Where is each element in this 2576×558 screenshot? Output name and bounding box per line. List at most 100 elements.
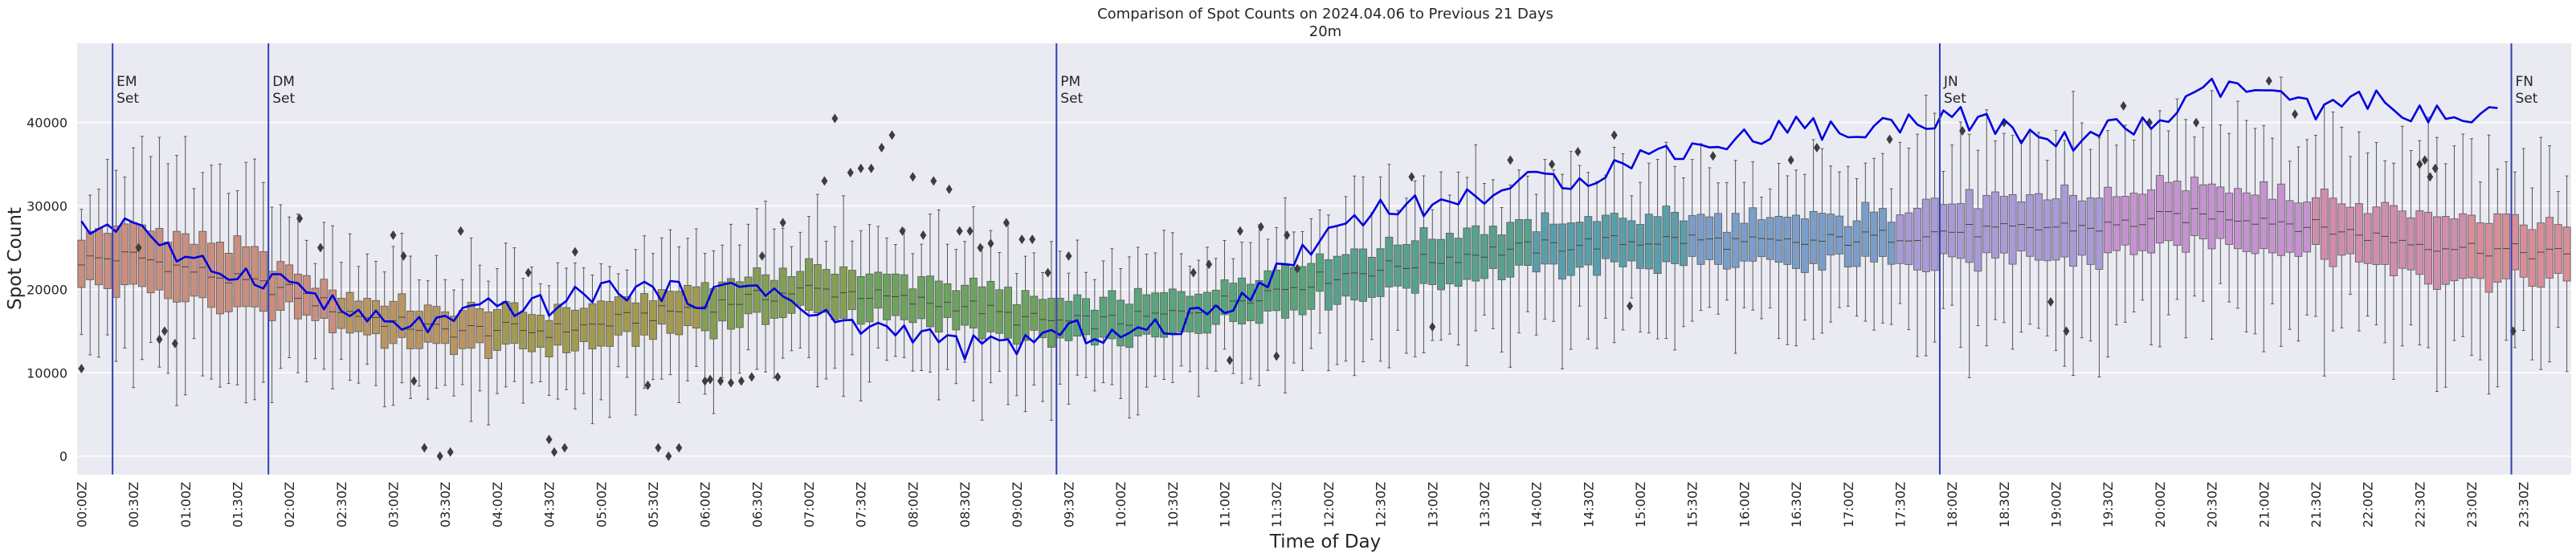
box xyxy=(1307,263,1316,310)
box xyxy=(883,273,891,320)
box xyxy=(1835,215,1843,255)
outlier-point xyxy=(977,242,984,253)
box xyxy=(1480,234,1488,279)
x-tick-label: 08:00Z xyxy=(905,482,921,527)
box xyxy=(1593,221,1602,276)
box xyxy=(1774,215,1783,263)
outlier-point xyxy=(2047,296,2055,307)
box xyxy=(908,288,917,324)
box xyxy=(1324,259,1333,311)
box xyxy=(986,281,995,332)
x-tick-label: 10:00Z xyxy=(1113,482,1129,527)
box xyxy=(1800,218,1809,273)
box xyxy=(2104,186,2113,254)
box xyxy=(856,275,865,325)
box xyxy=(2113,196,2121,251)
box xyxy=(2502,214,2511,279)
box xyxy=(2468,214,2476,279)
outlier-point xyxy=(1273,351,1280,361)
box xyxy=(744,276,753,315)
box xyxy=(631,302,640,347)
box xyxy=(398,293,406,338)
outlier-point xyxy=(831,113,839,124)
box xyxy=(1047,298,1055,348)
box xyxy=(709,287,718,340)
box xyxy=(1948,203,1957,258)
box xyxy=(2233,188,2242,250)
outlier-point xyxy=(571,246,578,257)
box xyxy=(675,291,684,336)
box xyxy=(770,279,778,319)
box xyxy=(155,228,164,291)
box xyxy=(1575,222,1584,268)
box xyxy=(1809,210,1818,264)
x-tick-label: 02:30Z xyxy=(334,482,349,527)
box xyxy=(120,223,129,286)
x-tick-label: 23:30Z xyxy=(2517,482,2532,527)
box xyxy=(2320,188,2329,260)
box xyxy=(2510,214,2519,271)
outlier-point xyxy=(956,226,963,236)
box xyxy=(2484,222,2493,293)
box xyxy=(2424,211,2433,285)
box xyxy=(259,250,267,312)
box xyxy=(2086,197,2095,265)
outlier-point xyxy=(1574,147,1582,157)
box xyxy=(1982,194,1991,254)
box xyxy=(969,277,978,329)
x-tick-label: 01:00Z xyxy=(178,482,194,527)
box xyxy=(2077,200,2086,256)
x-tick-label: 23:00Z xyxy=(2464,482,2480,527)
box xyxy=(926,275,934,328)
box xyxy=(606,301,614,347)
outlier-point xyxy=(1408,172,1415,182)
box xyxy=(727,278,735,330)
box xyxy=(2260,181,2268,250)
box xyxy=(1410,240,1419,294)
box xyxy=(1506,222,1515,278)
box xyxy=(293,273,302,320)
outlier-point xyxy=(1611,130,1618,141)
box xyxy=(103,233,112,290)
box xyxy=(1783,217,1792,265)
box xyxy=(2198,184,2207,240)
box xyxy=(614,296,623,336)
box xyxy=(1117,299,1125,347)
box xyxy=(2354,203,2363,263)
outlier-point xyxy=(1044,267,1051,278)
x-tick-label: 04:30Z xyxy=(542,482,557,527)
box xyxy=(458,310,467,349)
x-tick-label: 06:30Z xyxy=(749,482,765,527)
box xyxy=(484,312,493,359)
box xyxy=(2346,206,2355,255)
box xyxy=(1437,238,1445,291)
box xyxy=(1419,227,1428,284)
x-tick-label: 00:30Z xyxy=(126,482,141,527)
x-tick-label: 02:00Z xyxy=(282,482,297,527)
outlier-point xyxy=(2421,155,2428,165)
box xyxy=(1463,227,1472,280)
box xyxy=(917,276,926,320)
outlier-point xyxy=(1206,259,1213,270)
box xyxy=(1601,214,1610,259)
marker-sublabel: Set xyxy=(1060,91,1083,107)
box xyxy=(1186,295,1194,332)
box xyxy=(276,261,285,312)
outlier-point xyxy=(2265,75,2272,86)
outlier-point xyxy=(1284,230,1291,240)
box xyxy=(2121,196,2129,246)
box xyxy=(414,311,423,349)
outlier-point xyxy=(457,226,464,236)
box xyxy=(1896,214,1904,264)
outlier-point xyxy=(1787,155,1794,165)
box xyxy=(1619,218,1627,267)
outlier-point xyxy=(156,334,163,344)
box xyxy=(1445,233,1454,285)
box xyxy=(190,243,198,297)
box xyxy=(1610,213,1619,263)
outlier-point xyxy=(748,372,755,382)
outlier-point xyxy=(1257,222,1264,232)
box xyxy=(2225,193,2234,245)
